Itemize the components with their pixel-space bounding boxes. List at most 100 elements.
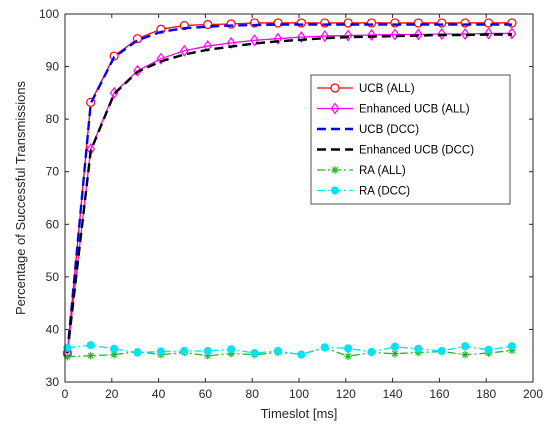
- legend-entry: Enhanced UCB (DCC): [317, 145, 474, 157]
- legend-label: RA (DCC): [359, 186, 410, 198]
- data-point: [343, 29, 353, 42]
- y-tick-label: 70: [46, 165, 60, 179]
- y-tick-label: 100: [39, 7, 59, 21]
- data-point: [273, 32, 283, 45]
- data-point: [133, 348, 142, 357]
- data-point: [110, 344, 119, 353]
- legend-marker: [330, 102, 340, 115]
- data-point: [437, 346, 446, 356]
- data-point: [343, 18, 353, 28]
- data-point: [296, 18, 306, 28]
- data-point: [344, 352, 352, 361]
- data-point: [110, 350, 118, 359]
- x-tick-label: 100: [289, 387, 309, 401]
- data-point: [297, 31, 306, 44]
- series-3: [66, 33, 512, 354]
- legend-label: Enhanced UCB (ALL): [359, 104, 470, 116]
- data-point: [414, 344, 423, 353]
- legend-label: RA (ALL): [359, 165, 406, 177]
- y-tick-label: 50: [46, 270, 60, 284]
- data-point: [460, 18, 470, 28]
- data-point: [320, 18, 330, 28]
- legend-entry: UCB (DCC): [317, 124, 419, 136]
- x-tick-label: 80: [246, 387, 260, 401]
- y-axis: 30 40 50 60 70 80 90 100: [39, 7, 533, 389]
- data-point: [391, 349, 399, 358]
- x-tick-label: 180: [476, 387, 496, 401]
- data-point: [297, 350, 306, 359]
- legend-label: Enhanced UCB (DCC): [359, 145, 474, 157]
- data-point: [507, 27, 517, 40]
- x-tick-label: 140: [383, 387, 403, 401]
- data-point: [86, 341, 95, 350]
- x-tick-label: 200: [523, 387, 543, 401]
- data-point: [437, 18, 447, 28]
- data-point: [460, 27, 470, 41]
- data-point: [250, 34, 259, 47]
- data-point: [507, 342, 517, 351]
- y-tick-label: 60: [46, 217, 60, 231]
- data-point: [133, 64, 142, 77]
- data-point: [367, 347, 376, 357]
- data-point: [507, 18, 517, 28]
- legend-box: [310, 74, 511, 205]
- y-tick-label: 30: [46, 375, 60, 389]
- series-5: [63, 341, 517, 359]
- data-point: [483, 18, 494, 28]
- data-point: [273, 18, 283, 28]
- data-point: [413, 18, 423, 28]
- data-point: [414, 28, 423, 41]
- legend-marker: [331, 166, 339, 174]
- data-point: [461, 350, 469, 359]
- data-point: [390, 28, 400, 41]
- x-tick-label: 40: [152, 387, 166, 401]
- data-point: [156, 52, 166, 65]
- data-point: [344, 344, 353, 353]
- legend-marker: [330, 83, 340, 93]
- series-line: [66, 23, 512, 354]
- legend-entry: RA (DCC): [317, 186, 410, 198]
- x-axis: 0 20 40 60 80 100 120 140 160 180 200: [62, 14, 543, 401]
- legend-marker: [330, 186, 340, 195]
- data-point: [63, 343, 72, 352]
- data-point: [180, 346, 189, 356]
- data-point: [484, 27, 493, 40]
- legend-entry: RA (ALL): [317, 165, 406, 177]
- data-point: [203, 346, 212, 356]
- data-point: [366, 18, 377, 28]
- data-point: [437, 27, 447, 41]
- data-point: [203, 40, 213, 53]
- legend: UCB (ALL) Enhanced UCB (ALL) UCB (DCC) Enha…: [310, 74, 511, 205]
- data-point: [320, 343, 329, 352]
- x-tick-label: 60: [199, 387, 213, 401]
- legend-label: UCB (DCC): [359, 124, 419, 136]
- data-point: [390, 342, 400, 351]
- series-2: [66, 23, 512, 354]
- legend-label: UCB (ALL): [359, 83, 415, 95]
- x-axis-label: Timeslot [ms]: [261, 406, 338, 421]
- data-point: [227, 345, 236, 354]
- data-point: [367, 29, 376, 42]
- legend-entry: UCB (ALL): [317, 83, 415, 95]
- legend-entry: Enhanced UCB (ALL): [317, 102, 470, 116]
- x-tick-label: 0: [62, 387, 69, 401]
- plot-series-group: [62, 18, 517, 361]
- x-tick-label: 120: [336, 387, 356, 401]
- y-tick-label: 40: [46, 322, 60, 336]
- data-point: [390, 18, 400, 28]
- data-point: [250, 348, 259, 358]
- x-tick-label: 160: [429, 387, 449, 401]
- x-tick-label: 20: [105, 387, 119, 401]
- data-point: [484, 345, 493, 355]
- data-point: [109, 51, 119, 61]
- y-tick-label: 80: [46, 112, 60, 126]
- data-point: [273, 346, 283, 356]
- data-point: [320, 30, 330, 43]
- data-point: [86, 351, 95, 360]
- data-point: [180, 44, 189, 57]
- data-point: [203, 19, 213, 30]
- data-point: [226, 36, 236, 49]
- data-point: [156, 347, 166, 356]
- y-axis-label: Percentage of Successful Transmissions: [13, 80, 28, 315]
